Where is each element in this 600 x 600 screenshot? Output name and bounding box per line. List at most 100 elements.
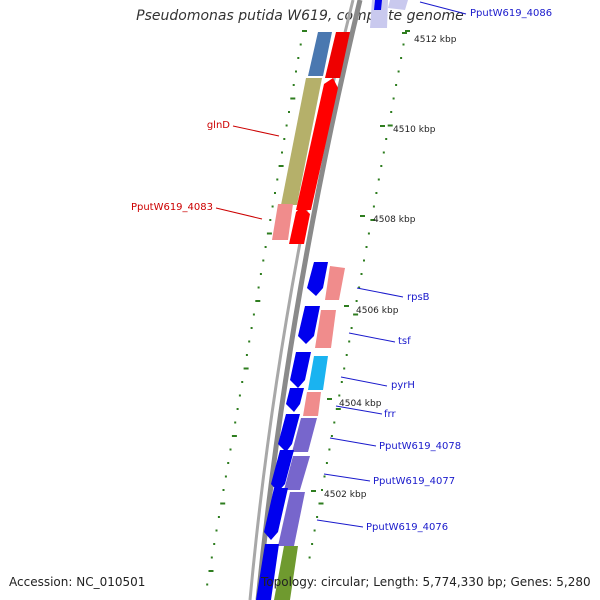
tick-label-4504: 4504 kbp bbox=[339, 399, 382, 409]
gene-blue-1[interactable] bbox=[307, 262, 328, 296]
gene-frr-pink[interactable] bbox=[303, 392, 321, 416]
tick-dot bbox=[238, 394, 241, 397]
gene-label-4078[interactable]: PputW619_4078 bbox=[379, 441, 461, 452]
tick-dot bbox=[227, 462, 230, 464]
tick-dot bbox=[325, 462, 328, 464]
tick-dot bbox=[262, 259, 265, 262]
tick-dot bbox=[343, 367, 346, 370]
tick-dot bbox=[208, 570, 214, 572]
gene-top-light-2[interactable] bbox=[388, 0, 408, 10]
gene-blue-8[interactable] bbox=[256, 544, 279, 600]
gene-rpsB-pink[interactable] bbox=[325, 266, 345, 300]
tick-dot bbox=[387, 124, 393, 127]
gene-blue-7[interactable] bbox=[264, 488, 288, 540]
tick-dot bbox=[292, 84, 295, 86]
gene-label-tsf[interactable]: tsf bbox=[398, 336, 411, 347]
gene-label-pyrH[interactable]: pyrH bbox=[391, 380, 415, 391]
tick-dot bbox=[392, 97, 395, 100]
tick-dot bbox=[365, 246, 368, 248]
tick-dot bbox=[402, 43, 405, 46]
gene-label-4077[interactable]: PputW619_4077 bbox=[373, 476, 455, 487]
tick-dot bbox=[355, 300, 358, 302]
tick-dot bbox=[210, 556, 213, 559]
gene-top-blue[interactable] bbox=[374, 0, 382, 10]
tick-dot bbox=[220, 502, 226, 505]
gene-glnD-khaki[interactable] bbox=[281, 78, 322, 205]
tick-dot bbox=[311, 543, 314, 545]
gene-label-4086[interactable]: PputW619_4086 bbox=[470, 8, 552, 19]
tick-dot-tracks bbox=[206, 30, 410, 586]
ticks: 4512 kbp 4510 kbp 4508 kbp 4506 kbp 4504… bbox=[311, 32, 457, 500]
tick-dot bbox=[338, 394, 341, 397]
tick-dot bbox=[340, 381, 343, 383]
tick-dot bbox=[206, 583, 209, 586]
gene-blue-5[interactable] bbox=[278, 414, 300, 452]
tick-dot bbox=[377, 178, 380, 181]
tick-dot bbox=[215, 529, 218, 532]
tick-dot bbox=[274, 192, 276, 194]
tick-label-4512: 4512 kbp bbox=[414, 35, 457, 45]
gene-label-frr[interactable]: frr bbox=[384, 409, 396, 420]
tick-dot bbox=[348, 340, 351, 343]
genes bbox=[256, 0, 408, 600]
tick-dot bbox=[321, 489, 323, 491]
tick-dot bbox=[395, 84, 398, 86]
tick-dot bbox=[257, 286, 260, 289]
tick-dot bbox=[405, 30, 410, 32]
tick-dot bbox=[353, 313, 359, 316]
tick-dot bbox=[259, 273, 262, 275]
tick-dot bbox=[370, 219, 376, 221]
tick-dot bbox=[358, 286, 361, 289]
tick-dot bbox=[248, 340, 251, 343]
tick-dot bbox=[245, 354, 248, 356]
gene-steelblue[interactable] bbox=[308, 32, 332, 76]
tick-dot bbox=[231, 435, 237, 437]
gene-pyrH-cyan[interactable] bbox=[308, 356, 328, 390]
gene-olive[interactable] bbox=[274, 546, 298, 600]
gene-red-1[interactable] bbox=[325, 32, 350, 78]
gene-blue-6[interactable] bbox=[271, 450, 294, 492]
gene-blue-3[interactable] bbox=[290, 352, 311, 388]
gene-label-glnD[interactable]: glnD bbox=[207, 120, 230, 131]
gene-red-3[interactable] bbox=[289, 206, 310, 244]
tick-dot bbox=[380, 165, 383, 167]
tick-dot bbox=[360, 273, 363, 275]
tick-dot bbox=[297, 57, 300, 59]
gene-4083-pink[interactable] bbox=[272, 204, 293, 240]
tick-dot bbox=[302, 30, 307, 32]
tick-dot bbox=[372, 205, 375, 208]
tick-dot bbox=[241, 381, 244, 383]
gene-label-4076[interactable]: PputW619_4076 bbox=[366, 522, 448, 533]
tick-dot bbox=[229, 448, 232, 451]
gene-label-rpsB[interactable]: rpsB bbox=[407, 292, 430, 303]
tick-dot bbox=[316, 516, 319, 518]
gene-4076-purple[interactable] bbox=[278, 492, 305, 546]
gene-blue-2[interactable] bbox=[298, 306, 320, 344]
tick-dot bbox=[285, 124, 288, 127]
tick-dot bbox=[264, 246, 267, 248]
gene-blue-4[interactable] bbox=[286, 388, 304, 412]
gene-labels: PputW619_4086 glnD PputW619_4083 rpsB ts… bbox=[131, 1, 552, 533]
gene-red-2[interactable] bbox=[296, 78, 338, 210]
tick-label-4510: 4510 kbp bbox=[393, 125, 436, 135]
tick-dot bbox=[313, 529, 316, 532]
tick-dot bbox=[330, 435, 333, 437]
tick-dot bbox=[255, 300, 261, 302]
tick-dot bbox=[328, 448, 331, 451]
tick-dot bbox=[400, 57, 403, 59]
tick-dot bbox=[288, 111, 290, 113]
tick-dot bbox=[236, 408, 239, 410]
tick-label-4508: 4508 kbp bbox=[373, 215, 416, 225]
tick-dot bbox=[271, 205, 274, 208]
tick-dot bbox=[335, 408, 341, 410]
tick-dot bbox=[276, 178, 279, 181]
tick-dot bbox=[333, 421, 336, 424]
tick-dot bbox=[308, 556, 311, 559]
gene-label-4083[interactable]: PputW619_4083 bbox=[131, 202, 213, 213]
tick-dot bbox=[299, 43, 302, 46]
genome-summary-text: Topology: circular; Length: 5,774,330 bp… bbox=[261, 575, 591, 589]
gene-4077-purple[interactable] bbox=[284, 456, 310, 490]
gene-tsf-pink[interactable] bbox=[315, 310, 336, 348]
gene-4078-purple[interactable] bbox=[292, 418, 317, 452]
